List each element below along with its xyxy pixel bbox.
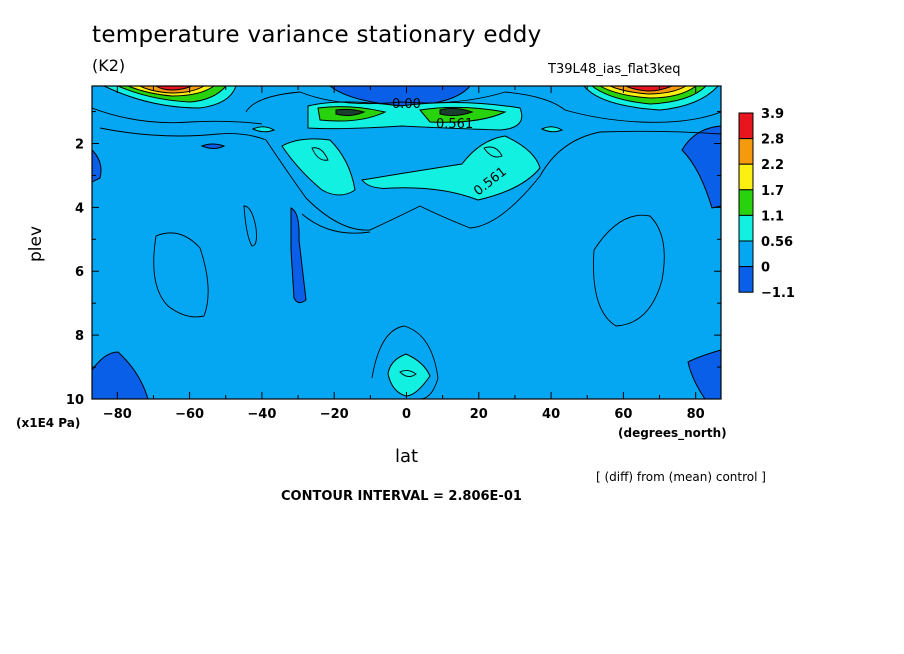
colorbar: 3.9 2.8 2.2 1.7 1.1 0.56 0 −1.1 <box>738 107 795 301</box>
x-tick-label-7: 60 <box>614 407 632 422</box>
diff-note: [ (diff) from (mean) control ] <box>596 470 766 484</box>
fill-cyan-small-left <box>251 126 276 133</box>
colorbar-label-0: 3.9 <box>761 107 784 122</box>
contour-label-1: 0.561 <box>436 117 473 132</box>
colorbar-label-6: 0 <box>761 261 770 276</box>
y-axis-units: (x1E4 Pa) <box>16 416 81 430</box>
x-tick-label-4: 0 <box>402 407 411 422</box>
x-tick-label-5: 20 <box>470 407 488 422</box>
fill-negative-bottom-left <box>92 351 149 399</box>
colorbar-label-2: 2.2 <box>761 158 784 173</box>
fill-negative-strip <box>290 207 307 304</box>
chart-title: temperature variance stationary eddy <box>92 22 542 48</box>
contour-line-2 <box>92 107 263 125</box>
contour-fills <box>92 86 721 399</box>
contour-line-7 <box>371 325 439 399</box>
contour-line-8 <box>243 205 257 247</box>
fill-red-top-left <box>155 86 193 91</box>
colorbar-swatch-3 <box>738 189 754 216</box>
colorbar-label-1: 2.8 <box>761 133 784 148</box>
contour-line-10 <box>311 146 503 161</box>
contour-line-1 <box>245 91 721 123</box>
y-tick-label-0: 2 <box>75 137 84 152</box>
x-tick-label-2: −40 <box>247 407 276 422</box>
y-tick-label-2: 6 <box>75 265 84 280</box>
fill-negative-bottom-right <box>687 349 721 399</box>
x-tick-label-1: −60 <box>175 407 204 422</box>
colorbar-label-5: 0.56 <box>761 235 793 250</box>
fill-cyan-left-lobe <box>281 138 356 196</box>
fill-negative-small-1 <box>200 143 226 149</box>
units-label: (K2) <box>92 56 126 75</box>
x-tick-label-6: 40 <box>542 407 560 422</box>
contour-interval-label: CONTOUR INTERVAL = 2.806E-01 <box>281 489 522 504</box>
fill-negative-right-edge <box>681 125 721 209</box>
run-name-label: T39L48_ias_flat3keq <box>548 62 681 77</box>
colorbar-swatch-0 <box>738 112 754 140</box>
colorbar-swatch-6 <box>738 266 754 293</box>
contour-line-4 <box>301 213 371 234</box>
y-tick-label-3: 8 <box>75 329 84 344</box>
fill-cyan-bottom-center <box>387 353 431 397</box>
colorbar-label-3: 1.7 <box>761 184 784 199</box>
x-tick-label-3: −20 <box>320 407 349 422</box>
axes: −80 −60 −40 −20 0 20 40 60 80 2 4 6 8 10 <box>66 86 721 422</box>
x-tick-label-0: −80 <box>103 407 132 422</box>
colorbar-swatch-2 <box>738 163 754 191</box>
contour-line-5 <box>153 232 209 318</box>
fill-negative-left-edge <box>92 149 102 183</box>
plot-background-fill <box>92 86 721 399</box>
colorbar-swatch-1 <box>738 138 754 165</box>
contour-label-0: 0.00 <box>392 97 421 112</box>
x-axis-units: (degrees_north) <box>618 426 727 440</box>
fill-red-top-right <box>625 86 673 92</box>
x-tick-label-8: 80 <box>687 407 705 422</box>
fill-dark-core-center <box>335 107 474 117</box>
contour-line-3 <box>99 127 721 231</box>
y-tick-label-4: 10 <box>66 393 84 408</box>
colorbar-label-7: −1.1 <box>761 286 795 301</box>
fill-cyan-center-band <box>361 135 541 201</box>
x-axis-label: lat <box>395 446 419 467</box>
colorbar-label-4: 1.1 <box>761 209 784 224</box>
contour-lines <box>92 91 721 399</box>
contour-line-6 <box>593 214 665 327</box>
contour-line-9 <box>399 369 417 377</box>
y-tick-label-1: 4 <box>75 201 84 216</box>
colorbar-swatch-4 <box>738 214 754 242</box>
fill-cyan-small-right <box>540 126 564 133</box>
colorbar-swatch-5 <box>738 240 754 268</box>
